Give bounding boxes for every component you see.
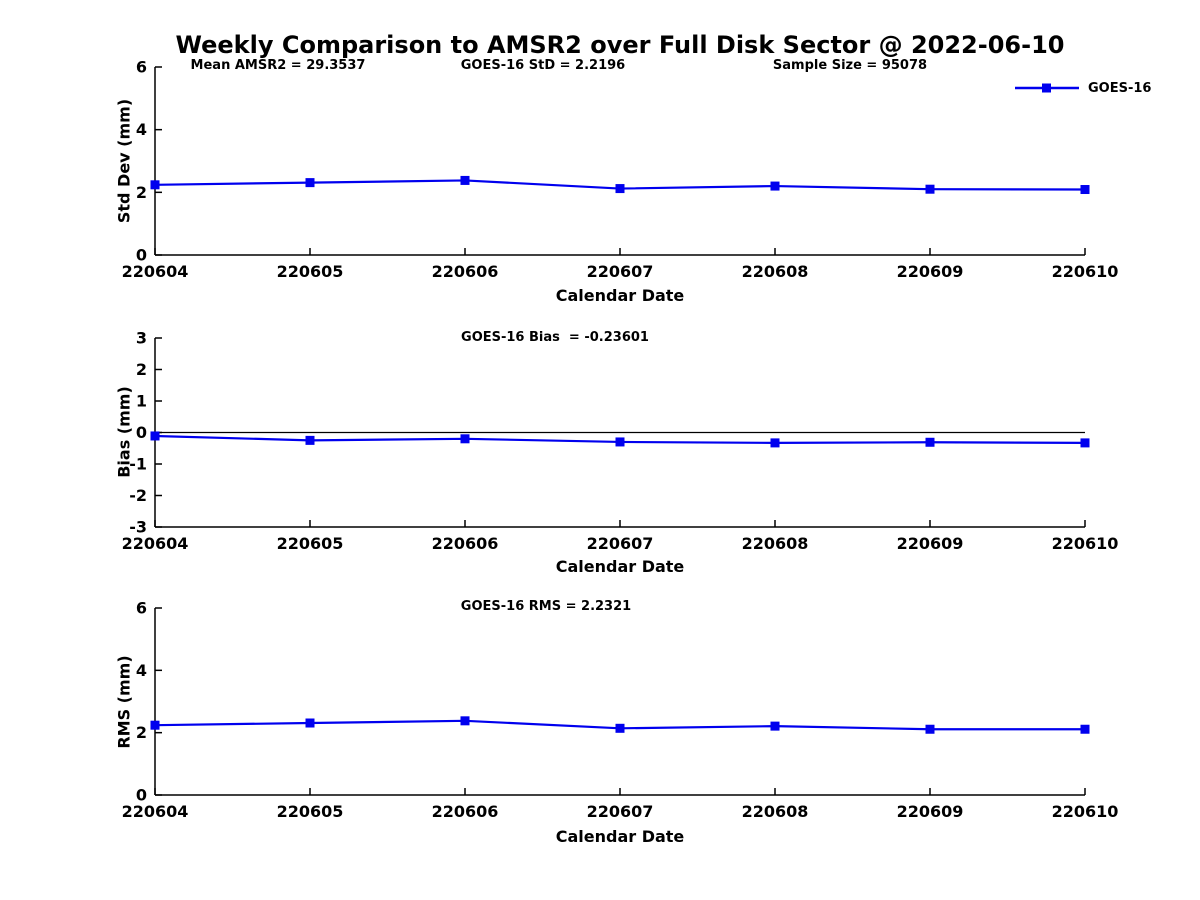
x-tick-label: 220610 <box>1052 802 1119 821</box>
figure-title: Weekly Comparison to AMSR2 over Full Dis… <box>175 31 1065 59</box>
x-tick-label: 220604 <box>122 262 189 281</box>
annotation-goes16-std: GOES-16 StD = 2.2196 <box>460 58 626 73</box>
y-tick-label: 6 <box>136 58 147 77</box>
legend-marker-icon <box>1042 83 1051 93</box>
y-tick-label: 6 <box>136 599 147 618</box>
legend: GOES-16 <box>1014 80 1151 96</box>
data-point-marker <box>925 724 935 734</box>
x-tick-label: 220606 <box>432 534 499 553</box>
annotation-mean-amsr2: Mean AMSR2 = 29.3537 <box>190 58 366 73</box>
data-point-marker <box>770 721 780 731</box>
y-tick-label: -1 <box>129 455 147 474</box>
y-axis-label-stddev: Std Dev (mm) <box>114 98 134 224</box>
x-tick-label: 220604 <box>122 534 189 553</box>
y-tick-label: 0 <box>136 423 147 442</box>
y-axis-label-bias: Bias (mm) <box>114 386 134 478</box>
x-tick-label: 220610 <box>1052 262 1119 281</box>
data-point-marker <box>1080 724 1090 734</box>
data-point-marker <box>615 437 625 447</box>
data-point-marker <box>305 178 315 188</box>
y-tick-label: 4 <box>136 120 147 139</box>
y-tick-label: 2 <box>136 723 147 742</box>
data-point-marker <box>305 718 315 728</box>
x-axis-label-bias: Calendar Date <box>555 557 685 576</box>
data-point-marker <box>925 437 935 447</box>
data-point-marker <box>460 175 470 185</box>
legend-label: GOES-16 <box>1088 80 1152 96</box>
y-tick-label: 2 <box>136 183 147 202</box>
x-tick-label: 220606 <box>432 802 499 821</box>
data-point-marker <box>150 180 160 190</box>
x-tick-label: 220607 <box>587 262 654 281</box>
x-tick-label: 220607 <box>587 802 654 821</box>
legend-line-sample <box>1015 83 1079 93</box>
x-axis-label-stddev: Calendar Date <box>555 286 685 305</box>
annotation-goes16-rms: GOES-16 RMS = 2.2321 <box>460 599 632 614</box>
x-tick-label: 220609 <box>897 262 964 281</box>
data-point-marker <box>305 435 315 445</box>
data-point-marker <box>1080 438 1090 448</box>
y-tick-label: 1 <box>136 392 147 411</box>
x-tick-label: 220608 <box>742 262 809 281</box>
x-tick-label: 220605 <box>277 802 344 821</box>
data-point-marker <box>925 184 935 194</box>
y-tick-label: 0 <box>136 786 147 805</box>
y-tick-label: -2 <box>129 486 147 505</box>
data-point-marker <box>770 438 780 448</box>
annotation-sample-size: Sample Size = 95078 <box>772 58 928 73</box>
annotation-goes16-bias: GOES-16 Bias = -0.23601 <box>461 330 649 345</box>
y-tick-label: 0 <box>136 246 147 265</box>
data-point-marker <box>770 181 780 191</box>
x-axis-label-rms: Calendar Date <box>555 827 685 846</box>
x-tick-label: 220605 <box>277 534 344 553</box>
data-point-marker <box>460 716 470 726</box>
x-tick-label: 220608 <box>742 802 809 821</box>
y-tick-label: 4 <box>136 661 147 680</box>
x-tick-label: 220605 <box>277 262 344 281</box>
data-point-marker <box>1080 185 1090 195</box>
data-point-marker <box>460 434 470 444</box>
y-axis-label-rms: RMS (mm) <box>114 655 134 749</box>
data-point-marker <box>615 184 625 194</box>
y-tick-label: -3 <box>129 518 147 537</box>
x-tick-label: 220610 <box>1052 534 1119 553</box>
data-point-marker <box>150 431 160 441</box>
x-tick-label: 220609 <box>897 802 964 821</box>
x-tick-label: 220607 <box>587 534 654 553</box>
y-tick-label: 3 <box>136 329 147 348</box>
x-tick-label: 220609 <box>897 534 964 553</box>
x-tick-label: 220608 <box>742 534 809 553</box>
x-tick-label: 220606 <box>432 262 499 281</box>
data-point-marker <box>150 720 160 730</box>
y-tick-label: 2 <box>136 360 147 379</box>
x-tick-label: 220604 <box>122 802 189 821</box>
data-point-marker <box>615 723 625 733</box>
